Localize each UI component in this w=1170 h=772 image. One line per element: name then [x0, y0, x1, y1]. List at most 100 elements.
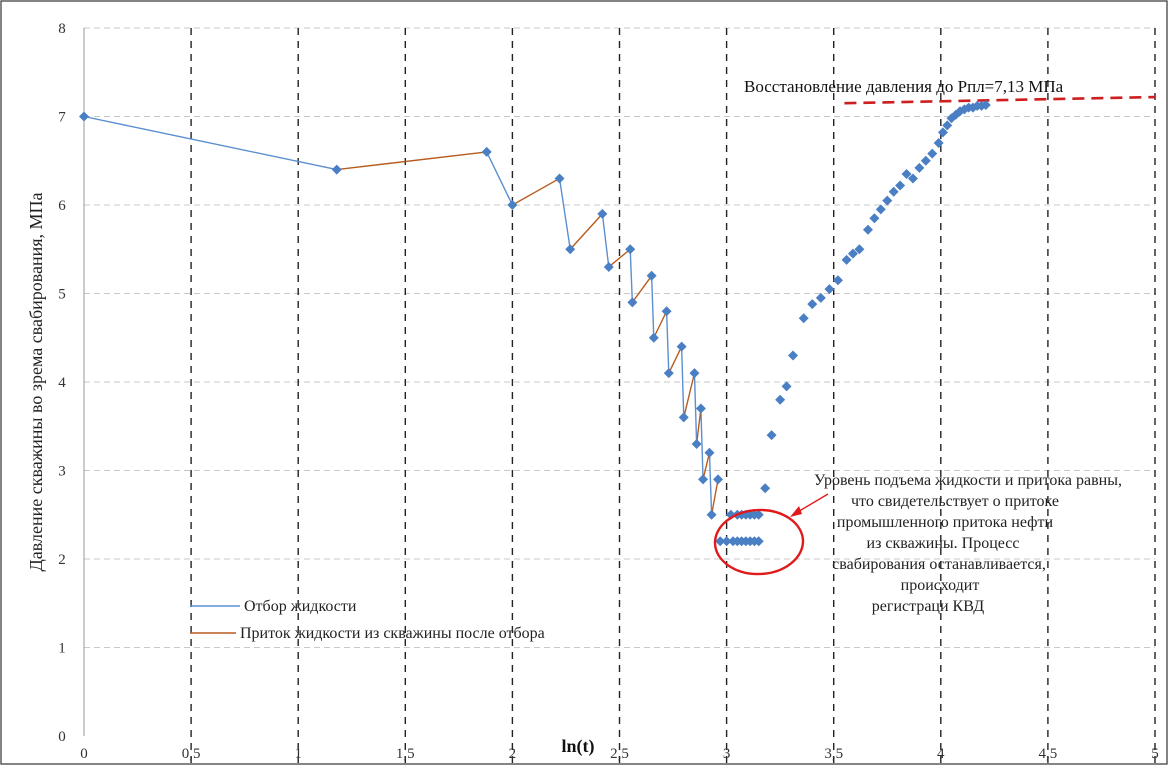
data-point	[689, 368, 700, 379]
data-point	[753, 536, 764, 547]
data-point	[907, 173, 918, 184]
data-point	[901, 169, 912, 180]
series-0-segment-0	[83, 115, 337, 171]
data-point	[79, 111, 89, 122]
y-tick-label: 8	[58, 21, 66, 37]
x-tick-label: 0,5	[182, 746, 201, 762]
y-tick-label: 3	[58, 464, 66, 480]
data-point	[663, 368, 674, 379]
series-1-segment-5	[653, 310, 668, 339]
x-tick-label: 3,5	[824, 746, 843, 762]
data-point	[824, 284, 835, 295]
annotation-arrow	[795, 493, 829, 514]
data-point	[676, 341, 687, 352]
note-line-6: происходит	[901, 577, 980, 594]
x-tick-label: 2,5	[610, 746, 629, 762]
data-point	[875, 204, 886, 215]
data-point	[798, 313, 809, 324]
x-tick-label: 1,5	[396, 746, 415, 762]
x-tick-label: 0	[80, 746, 88, 762]
data-point	[869, 213, 880, 224]
data-point	[627, 297, 638, 308]
data-point	[832, 275, 843, 286]
data-point	[698, 474, 709, 485]
note-line-5: свабирования останавливается,	[832, 556, 1046, 573]
note-line-7: регистраци КВД	[872, 598, 984, 615]
data-point	[691, 438, 702, 449]
series-3-segment-0	[844, 95, 1156, 105]
y-tick-label: 7	[58, 110, 66, 126]
y-axis-label: Давление скважины во зрема свабирования,…	[26, 192, 46, 571]
series-1-segment-1	[512, 177, 560, 206]
data-point	[933, 138, 944, 149]
series-1-segment-10	[710, 479, 719, 515]
x-tick-label: 4	[937, 746, 945, 762]
note-line-2: что свидетельствует о притоке	[851, 493, 1059, 510]
y-tick-label: 1	[58, 641, 66, 657]
data-point	[753, 509, 764, 520]
data-point	[942, 120, 953, 131]
data-point	[507, 200, 518, 210]
data-point	[847, 248, 858, 259]
series-1-segment-8	[695, 408, 702, 445]
x-tick-label: 1	[294, 746, 302, 762]
series-0-segment-10	[708, 452, 713, 515]
series-1-segment-4	[631, 275, 653, 303]
note-line-3: промышленного притока нефти	[837, 514, 1054, 531]
data-point	[597, 208, 608, 219]
inflow-note: Уровень подъема жидкости и притока равны…	[814, 472, 1122, 615]
series-0-segment-1	[486, 151, 514, 206]
legend-label-inflow: Приток жидкости из скважины после отбора	[240, 625, 545, 642]
series-1-segment-2	[569, 213, 603, 250]
series-0-segment-2	[558, 178, 571, 250]
data-point	[815, 292, 826, 303]
x-tick-label: 2	[509, 746, 517, 762]
series-1-segment-6	[668, 346, 683, 374]
annotation-arrowhead	[790, 506, 802, 517]
note-line-1: Уровень подъема жидкости и притока равны…	[814, 472, 1122, 489]
legend: Отбор жидкости Приток жидкости из скважи…	[190, 598, 545, 642]
data-point	[648, 332, 659, 343]
data-point	[706, 509, 717, 520]
data-point	[481, 146, 492, 157]
series-0-segment-6	[665, 311, 670, 374]
data-point	[554, 173, 565, 184]
series-0-segment-4	[629, 249, 634, 303]
data-point	[807, 299, 818, 310]
data-point	[715, 536, 726, 547]
data-point	[882, 195, 893, 206]
data-point	[781, 381, 792, 392]
series-1-segment-3	[608, 248, 631, 268]
data-point	[937, 127, 948, 138]
data-point	[775, 394, 786, 405]
series-0-segment-3	[601, 213, 610, 268]
grid	[83, 27, 1156, 764]
data-point	[661, 306, 672, 317]
data-point	[980, 99, 991, 110]
series-1-segment-9	[702, 452, 711, 480]
data-point	[721, 536, 732, 547]
series-0-segment-9	[700, 408, 704, 480]
data-point	[646, 270, 657, 281]
data-point	[603, 261, 614, 272]
data-point	[854, 244, 865, 255]
series-0-segment-8	[693, 373, 698, 444]
data-point	[895, 180, 906, 191]
data-point	[788, 350, 799, 361]
note-line-4: из скважины. Процесс	[867, 535, 1020, 552]
data-point	[862, 224, 873, 235]
x-tick-label: 3	[723, 746, 731, 762]
data-point	[760, 483, 771, 494]
data-point	[565, 244, 576, 255]
x-axis-label: ln(t)	[562, 736, 595, 757]
y-tick-label: 5	[58, 287, 66, 303]
series-1-segment-7	[683, 372, 696, 418]
x-tick-label: 5	[1151, 746, 1159, 762]
data-point	[920, 155, 931, 166]
tick-labels: 0 1 2 3 4 5 6 7 8 0 0,5 1 1,5 2 2,5 3 3,5 4 4,5 5	[58, 21, 1159, 762]
data-point	[695, 403, 706, 414]
series-0-segment-5	[650, 275, 655, 338]
recovery-annotation: Восстановление давления до Рпл=7,13 МПа	[744, 77, 1064, 96]
